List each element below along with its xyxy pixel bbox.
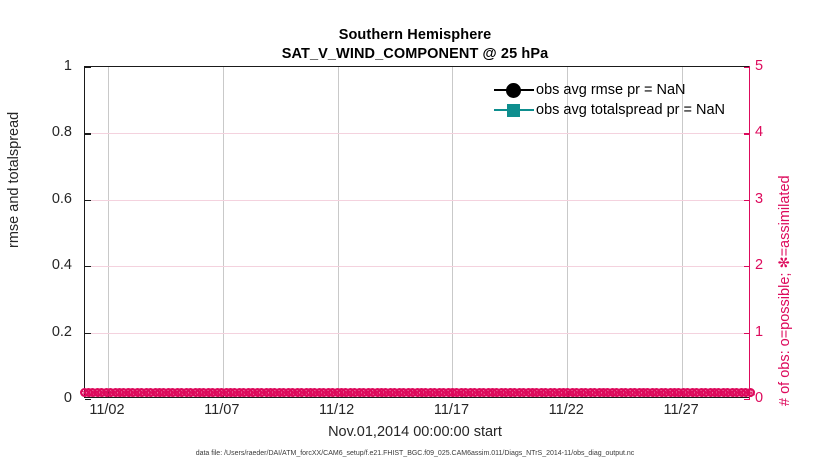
x-axis-tick-label: 11/12	[319, 402, 355, 418]
legend-label-totalspread: obs avg totalspread pr = NaN	[536, 102, 726, 118]
y-axis-tick-left	[85, 133, 91, 135]
gridline-vertical	[222, 67, 224, 397]
y-axis-tick-right	[744, 266, 750, 268]
y-axis-title-left: rmse and totalspread	[6, 111, 22, 248]
y-axis-tick-left	[85, 266, 91, 268]
gridline-horizontal	[85, 199, 750, 201]
circle-marker-icon	[494, 81, 534, 99]
y-axis-tick-right	[744, 199, 750, 202]
y-axis-tick-label-left: 1	[63, 58, 72, 74]
x-axis-tick-label: 11/02	[89, 402, 125, 418]
y-axis-tick-right	[744, 133, 750, 135]
plot-area	[84, 66, 750, 401]
y-axis-tick-label-right: 3	[755, 190, 764, 207]
y-axis-tick-left	[85, 67, 91, 69]
y-axis-tick-label-right: 4	[755, 124, 764, 141]
y-axis-tick-label-left: 0.6	[51, 190, 72, 207]
x-axis-tick	[107, 391, 110, 397]
chart-title-line2: SAT_V_WIND_COMPONENT @ 25 hPa	[281, 46, 549, 62]
y-axis-tick-left	[85, 332, 91, 334]
legend-item-totalspread: obs avg totalspread pr = NaN	[494, 100, 754, 120]
gridline-vertical	[337, 67, 339, 397]
y-axis-tick-label-left: 0.8	[51, 124, 72, 141]
y-axis-tick-left	[85, 399, 91, 401]
y-axis-tick-label-left: 0.4	[51, 257, 72, 274]
y-axis-tick-right	[744, 399, 750, 401]
legend: obs avg rmse pr = NaN obs avg totalsprea…	[494, 80, 754, 120]
x-axis-tick-label: 11/22	[548, 402, 584, 418]
y-axis-tick-label-right: 2	[755, 257, 764, 274]
gridline-horizontal	[85, 332, 750, 334]
y-axis-tick-left	[85, 199, 91, 202]
gridline-vertical	[682, 67, 684, 397]
data-file-footer: data file: /Users/raeder/DAI/ATM_forcXX/…	[195, 450, 635, 457]
legend-item-rmse: obs avg rmse pr = NaN	[494, 80, 754, 100]
x-axis-tick-label: 11/27	[663, 402, 699, 418]
x-axis-tick	[682, 391, 684, 397]
x-axis-tick-label: 11/17	[433, 402, 470, 418]
y-axis-tick-right	[744, 67, 750, 69]
y-axis-title-right: # of obs: o=possible; ✻=assimilated	[777, 175, 793, 406]
gridline-vertical	[452, 67, 454, 397]
right-axis-spine	[749, 66, 751, 399]
gridline-vertical	[107, 67, 109, 397]
y-axis-tick-label-right: 5	[755, 58, 764, 74]
y-axis-tick-label-right: 0	[755, 390, 764, 406]
chart-title-line1: Southern Hemisphere	[338, 27, 492, 43]
x-axis-tick	[567, 391, 569, 397]
y-axis-tick-label-left: 0	[63, 390, 72, 406]
y-axis-tick-right	[744, 332, 750, 334]
x-axis-tick	[222, 391, 225, 397]
x-axis-tick-label: 11/07	[204, 402, 240, 418]
x-axis-tick	[452, 391, 454, 397]
y-axis-tick-label-left: 0.2	[51, 323, 72, 340]
x-axis-title: Nov.01,2014 00:00:00 start	[328, 424, 502, 440]
x-axis-tick	[337, 391, 339, 397]
legend-label-rmse: obs avg rmse pr = NaN	[536, 82, 686, 98]
gridline-vertical	[567, 67, 569, 397]
y-axis-tick-label-right: 1	[755, 323, 764, 340]
chart-title: Southern Hemisphere SAT_V_WIND_COMPONENT…	[0, 26, 830, 64]
gridline-horizontal	[85, 133, 750, 135]
square-marker-icon	[494, 101, 534, 119]
gridline-horizontal	[85, 266, 750, 268]
